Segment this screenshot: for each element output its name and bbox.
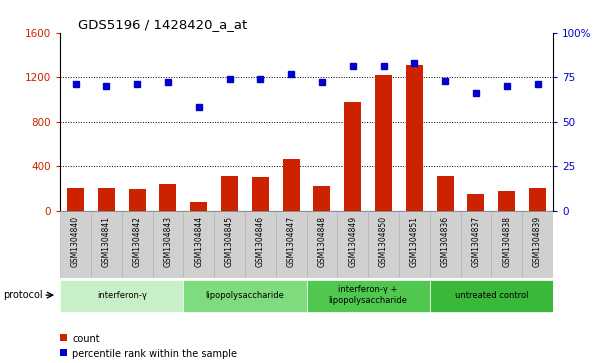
Bar	[344, 102, 361, 211]
Text: GSM1304837: GSM1304837	[471, 216, 480, 267]
Bar	[307, 280, 430, 312]
Bar	[492, 211, 522, 278]
Bar	[98, 188, 115, 211]
Bar	[60, 280, 183, 312]
Bar	[60, 211, 91, 278]
Text: count: count	[72, 334, 100, 344]
Bar	[252, 177, 269, 211]
Bar	[468, 195, 484, 211]
Bar	[529, 188, 546, 211]
Text: interferon-γ +
lipopolysaccharide: interferon-γ + lipopolysaccharide	[329, 285, 407, 305]
Bar	[91, 211, 122, 278]
Bar	[282, 159, 299, 211]
Bar	[522, 211, 553, 278]
Bar	[183, 280, 307, 312]
Text: GSM1304847: GSM1304847	[287, 216, 296, 267]
Text: GSM1304850: GSM1304850	[379, 216, 388, 267]
Text: lipopolysaccharide: lipopolysaccharide	[206, 291, 284, 299]
Text: GSM1304848: GSM1304848	[317, 216, 326, 267]
Text: GSM1304851: GSM1304851	[410, 216, 419, 267]
Text: percentile rank within the sample: percentile rank within the sample	[72, 349, 237, 359]
Text: GSM1304849: GSM1304849	[348, 216, 357, 267]
Text: GSM1304844: GSM1304844	[194, 216, 203, 267]
Text: GSM1304841: GSM1304841	[102, 216, 111, 267]
Text: GSM1304840: GSM1304840	[71, 216, 80, 267]
Bar	[437, 176, 454, 211]
Bar	[498, 191, 515, 211]
Bar	[121, 211, 153, 278]
Text: untreated control: untreated control	[454, 291, 528, 299]
Bar	[276, 211, 307, 278]
Bar	[191, 202, 207, 211]
Bar	[67, 188, 84, 211]
Text: GDS5196 / 1428420_a_at: GDS5196 / 1428420_a_at	[78, 18, 248, 31]
Bar	[245, 211, 276, 278]
Bar	[460, 211, 492, 278]
Bar	[307, 211, 337, 278]
Text: GSM1304846: GSM1304846	[256, 216, 265, 267]
Bar	[221, 176, 238, 211]
Bar	[430, 211, 460, 278]
Bar	[159, 184, 176, 211]
Bar	[214, 211, 245, 278]
Text: GSM1304839: GSM1304839	[533, 216, 542, 267]
Bar	[183, 211, 214, 278]
Text: interferon-γ: interferon-γ	[97, 291, 147, 299]
Text: GSM1304845: GSM1304845	[225, 216, 234, 267]
Bar	[368, 211, 399, 278]
Bar	[430, 280, 553, 312]
Bar	[375, 75, 392, 211]
Text: GSM1304836: GSM1304836	[441, 216, 450, 267]
Text: GSM1304843: GSM1304843	[163, 216, 172, 267]
Bar	[129, 189, 145, 211]
Bar	[153, 211, 183, 278]
Bar	[399, 211, 430, 278]
Bar	[337, 211, 368, 278]
Bar	[406, 65, 423, 211]
Text: GSM1304838: GSM1304838	[502, 216, 511, 267]
Text: protocol: protocol	[3, 290, 43, 300]
Text: GSM1304842: GSM1304842	[133, 216, 142, 267]
Bar	[314, 185, 331, 211]
